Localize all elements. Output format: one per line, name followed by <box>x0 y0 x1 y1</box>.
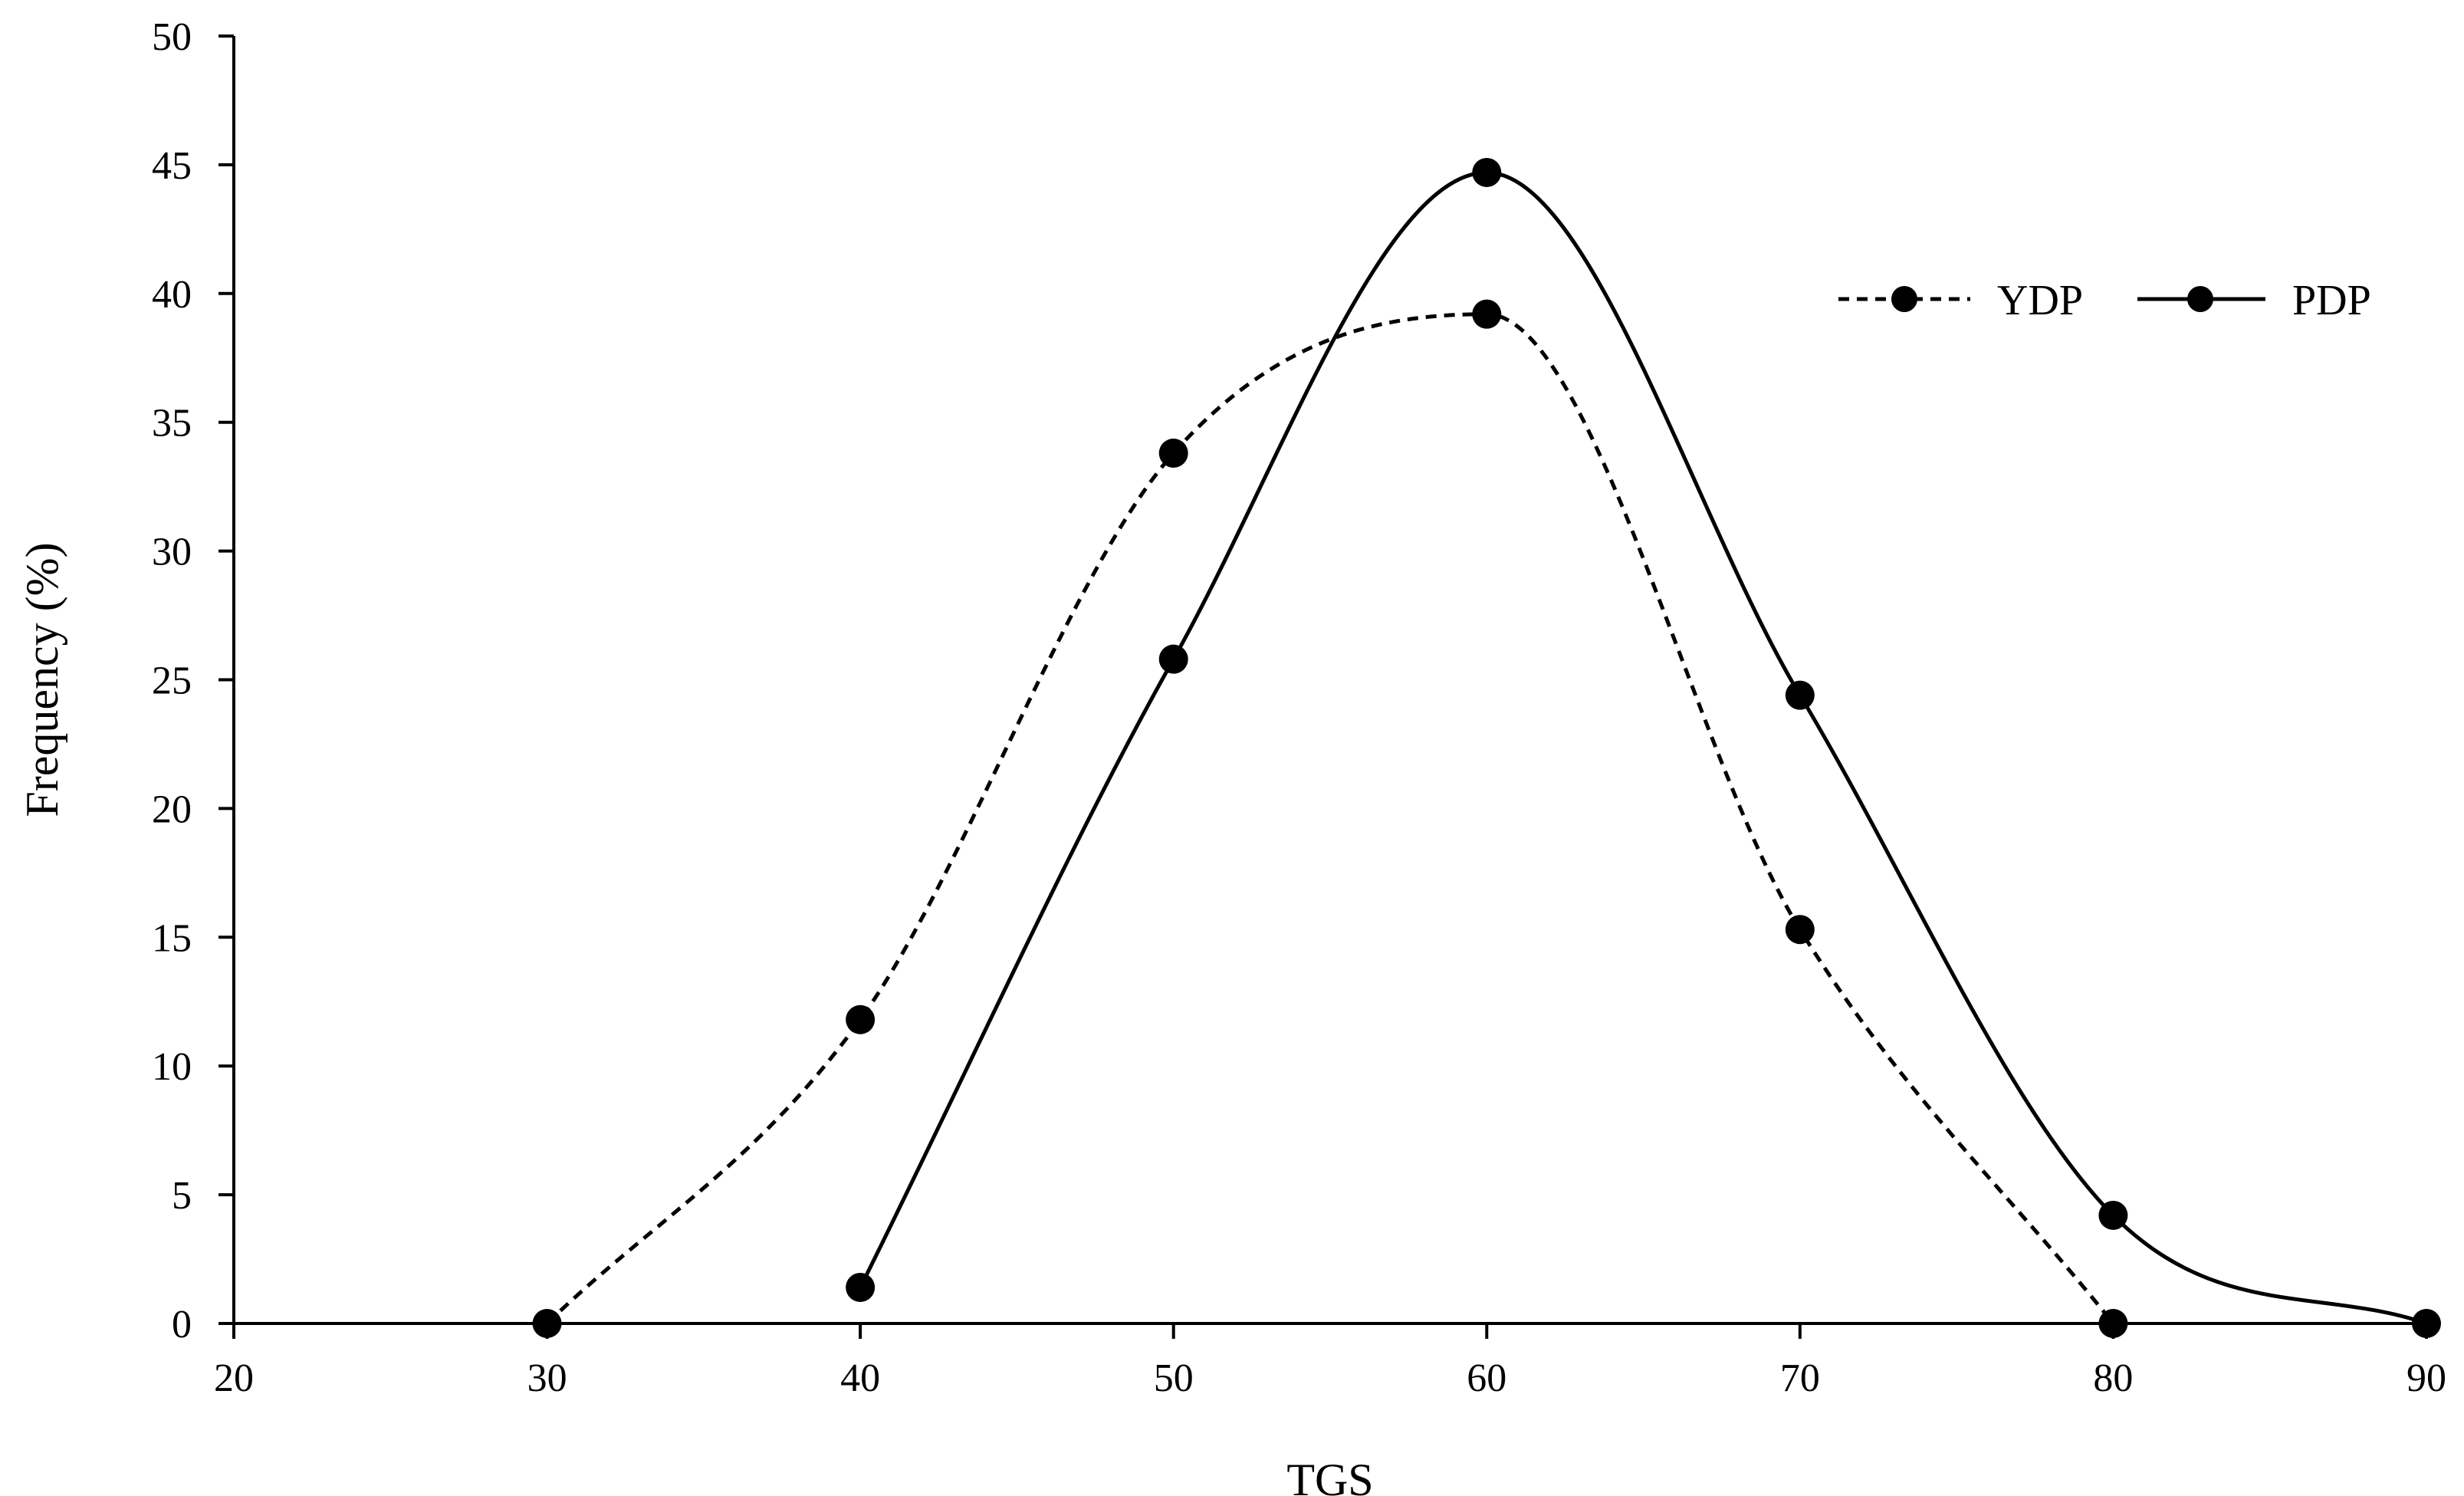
legend-marker-ydp <box>1891 286 1917 312</box>
series-line-pdp <box>858 170 2427 1326</box>
data-point-pdp <box>846 1272 876 1302</box>
legend: YDP PDP <box>1838 277 2371 324</box>
data-point-ydp <box>1158 438 1188 468</box>
data-point-pdp <box>1785 680 1815 710</box>
x-tick-label: 60 <box>1467 1356 1506 1400</box>
data-point-pdp <box>2098 1200 2128 1230</box>
y-tick-label: 10 <box>152 1045 192 1089</box>
x-axis-title: TGS <box>1286 1455 1373 1496</box>
x-tick-label: 40 <box>840 1356 880 1400</box>
data-point-pdp <box>1158 644 1188 674</box>
y-tick-label: 15 <box>152 916 192 960</box>
x-axis: 20 30 40 50 60 70 80 90 <box>214 1322 2446 1400</box>
legend-label-pdp: PDP <box>2292 277 2371 324</box>
y-tick-label: 50 <box>152 15 192 59</box>
y-tick-label: 25 <box>152 659 192 703</box>
y-tick-label: 0 <box>172 1303 192 1346</box>
x-tick-label: 90 <box>2407 1356 2446 1400</box>
series-line-ydp <box>545 312 2115 1325</box>
plot-area <box>532 157 2441 1338</box>
legend-marker-pdp <box>2187 286 2213 312</box>
y-tick-label: 45 <box>152 144 192 188</box>
data-point-ydp <box>1472 299 1502 329</box>
x-tick-label: 20 <box>214 1356 254 1400</box>
x-tick-label: 80 <box>2093 1356 2133 1400</box>
data-point-ydp <box>1785 915 1815 945</box>
x-tick-label: 30 <box>527 1356 567 1400</box>
y-tick-label: 30 <box>152 531 192 574</box>
y-axis: 0 5 10 15 20 25 30 35 40 45 50 <box>152 15 235 1346</box>
y-tick-label: 40 <box>152 273 192 317</box>
y-tick-label: 5 <box>172 1174 192 1218</box>
data-point-pdp <box>1472 157 1502 187</box>
y-tick-label: 35 <box>152 402 192 446</box>
x-tick-label: 50 <box>1154 1356 1194 1400</box>
legend-label-ydp: YDP <box>1997 277 2083 324</box>
y-axis-title: Frequency (%) <box>17 542 67 817</box>
x-tick-label: 70 <box>1780 1356 1820 1400</box>
data-point-ydp <box>846 1004 876 1034</box>
y-tick-label: 20 <box>152 787 192 831</box>
